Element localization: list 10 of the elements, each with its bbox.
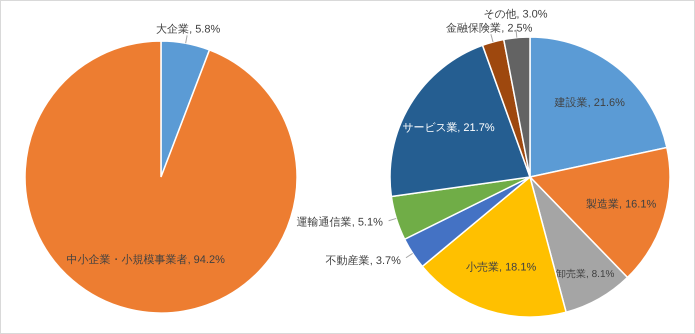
slice-label: 金融保険業, 2.5% [446, 22, 532, 34]
slice-label: 建設業, 21.6% [554, 96, 625, 109]
slice-label: 製造業, 16.1% [586, 198, 656, 210]
slice-label: 大企業, 5.8% [156, 23, 220, 36]
slice-label: 中小企業・小規模事業者, 94.2% [66, 254, 225, 266]
slice-label: サービス業, 21.7% [402, 122, 495, 134]
slice-label: その他, 3.0% [483, 8, 548, 20]
slice-label: 運輸通信業, 5.1% [296, 216, 383, 228]
slice-label: 不動産業, 3.7% [326, 254, 401, 267]
slice-label: 小売業, 18.1% [466, 262, 536, 274]
